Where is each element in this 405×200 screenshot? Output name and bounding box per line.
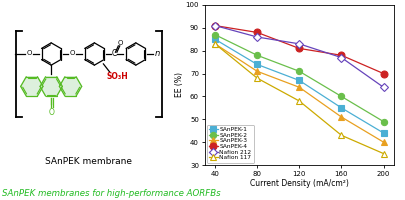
SAnPEK-4 (381, 72, 386, 75)
Line: SAnPEK-2: SAnPEK-2 (212, 32, 387, 125)
Nafion 117 (339, 134, 344, 136)
SAnPEK-2 (381, 120, 386, 123)
Nafion 212 (297, 43, 302, 45)
Line: Nafion 212: Nafion 212 (212, 23, 386, 90)
SAnPEK-3 (339, 116, 344, 118)
SAnPEK-2 (213, 34, 217, 36)
Nafion 117 (297, 100, 302, 102)
SAnPEK-1 (381, 132, 386, 134)
Y-axis label: EE (%): EE (%) (175, 72, 184, 97)
Nafion 212 (213, 24, 217, 27)
Line: Nafion 117: Nafion 117 (212, 41, 387, 157)
Text: O: O (48, 108, 54, 117)
SAnPEK-3 (297, 86, 302, 88)
SAnPEK-2 (339, 95, 344, 98)
SAnPEK-1 (297, 79, 302, 82)
Polygon shape (40, 77, 62, 96)
Text: SAnPEK membrane: SAnPEK membrane (45, 158, 132, 166)
SAnPEK-1 (339, 107, 344, 109)
Legend: SAnPEK-1, SAnPEK-2, SAnPEK-3, SAnPEK-4, Nafion 212, Nafion 117: SAnPEK-1, SAnPEK-2, SAnPEK-3, SAnPEK-4, … (207, 125, 254, 163)
SAnPEK-4 (255, 31, 260, 34)
Nafion 212 (381, 86, 386, 88)
SAnPEK-3 (213, 43, 217, 45)
Text: O: O (118, 40, 123, 46)
SAnPEK-4 (339, 54, 344, 56)
Line: SAnPEK-4: SAnPEK-4 (211, 22, 387, 77)
SAnPEK-1 (255, 63, 260, 66)
Text: n: n (155, 49, 160, 58)
Nafion 212 (339, 56, 344, 59)
Text: C: C (111, 49, 117, 58)
SAnPEK-1 (213, 38, 217, 40)
Nafion 212 (255, 36, 260, 38)
Polygon shape (60, 77, 82, 96)
SAnPEK-4 (213, 24, 217, 27)
X-axis label: Current Density (mA/cm²): Current Density (mA/cm²) (250, 179, 349, 188)
Text: O: O (26, 50, 32, 56)
Text: SAnPEK membranes for high-performance AORFBs: SAnPEK membranes for high-performance AO… (2, 189, 221, 198)
Nafion 117 (381, 152, 386, 155)
Polygon shape (21, 77, 43, 96)
Text: O: O (70, 50, 75, 56)
Text: SO₃H: SO₃H (106, 72, 128, 81)
Line: SAnPEK-1: SAnPEK-1 (212, 37, 386, 136)
Line: SAnPEK-3: SAnPEK-3 (212, 41, 386, 145)
SAnPEK-4 (297, 47, 302, 50)
Nafion 117 (213, 43, 217, 45)
Nafion 117 (255, 77, 260, 79)
SAnPEK-3 (255, 70, 260, 72)
SAnPEK-2 (297, 70, 302, 72)
SAnPEK-2 (255, 54, 260, 56)
SAnPEK-3 (381, 141, 386, 143)
